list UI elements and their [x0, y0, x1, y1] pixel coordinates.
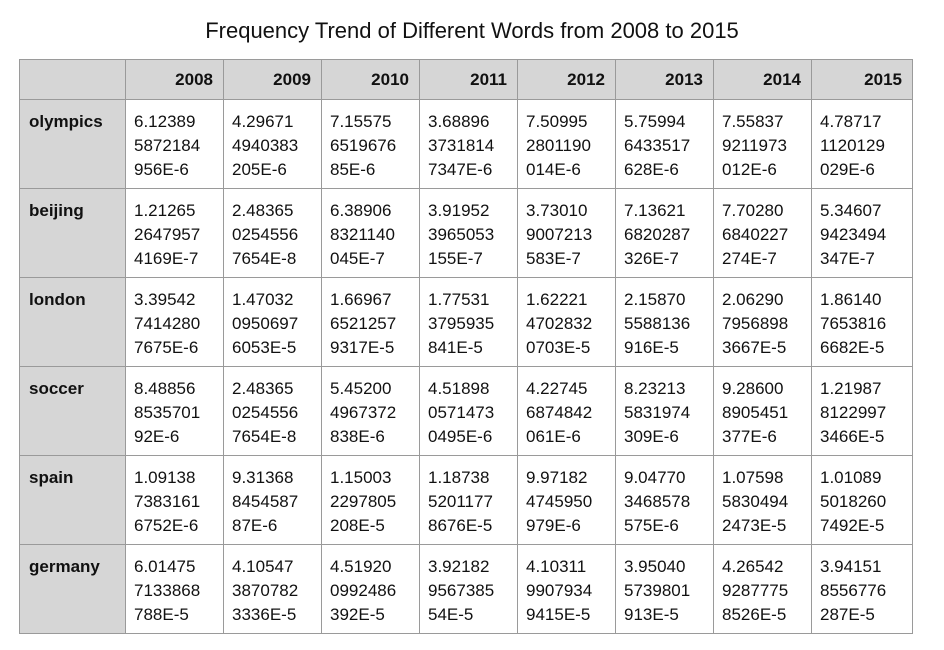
row-label-germany: germany: [19, 544, 126, 634]
table-cell-london-2011: 1.77531 3795935 841E-5: [419, 277, 518, 367]
row-label-beijing: beijing: [19, 188, 126, 278]
column-header-2008: 2008: [125, 59, 224, 100]
table-cell-beijing-2009: 2.48365 0254556 7654E-8: [223, 188, 322, 278]
table-cell-soccer-2015: 1.21987 8122997 3466E-5: [811, 366, 913, 456]
table-cell-spain-2015: 1.01089 5018260 7492E-5: [811, 455, 913, 545]
table-row: germany 6.01475 7133868 788E-5 4.10547 387…: [19, 544, 913, 634]
table-cell-spain-2011: 1.18738 5201177 8676E-5: [419, 455, 518, 545]
column-header-2013: 2013: [615, 59, 714, 100]
row-label-london: london: [19, 277, 126, 367]
chart-title: Frequency Trend of Different Words from …: [205, 18, 739, 43]
table-cell-soccer-2014: 9.28600 8905451 377E-6: [713, 366, 812, 456]
table-cell-olympics-2011: 3.68896 3731814 7347E-6: [419, 99, 518, 189]
row-label-olympics: olympics: [19, 99, 126, 189]
column-header-2015: 2015: [811, 59, 913, 100]
table-row: london 3.39542 7414280 7675E-6 1.47032 095…: [19, 277, 913, 367]
table-cell-olympics-2010: 7.15575 6519676 85E-6: [321, 99, 420, 189]
column-header-2009: 2009: [223, 59, 322, 100]
row-label-soccer: soccer: [19, 366, 126, 456]
table-cell-soccer-2012: 4.22745 6874842 061E-6: [517, 366, 616, 456]
corner-cell: [19, 59, 126, 100]
table-cell-london-2015: 1.86140 7653816 6682E-5: [811, 277, 913, 367]
table-cell-spain-2012: 9.97182 4745950 979E-6: [517, 455, 616, 545]
table-cell-spain-2009: 9.31368 8454587 87E-6: [223, 455, 322, 545]
table-cell-beijing-2015: 5.34607 9423494 347E-7: [811, 188, 913, 278]
table-cell-spain-2013: 9.04770 3468578 575E-6: [615, 455, 714, 545]
table-cell-beijing-2014: 7.70280 6840227 274E-7: [713, 188, 812, 278]
column-header-2012: 2012: [517, 59, 616, 100]
table-cell-germany-2011: 3.92182 9567385 54E-5: [419, 544, 518, 634]
table-cell-london-2008: 3.39542 7414280 7675E-6: [125, 277, 224, 367]
table-cell-spain-2014: 1.07598 5830494 2473E-5: [713, 455, 812, 545]
table-cell-olympics-2015: 4.78717 1120129 029E-6: [811, 99, 913, 189]
column-header-2014: 2014: [713, 59, 812, 100]
table-cell-london-2009: 1.47032 0950697 6053E-5: [223, 277, 322, 367]
table-row: spain 1.09138 7383161 6752E-6 9.31368 8454…: [19, 455, 913, 545]
table-row: olympics 6.12389 5872184 956E-6 4.29671 49…: [19, 99, 913, 189]
column-header-2010: 2010: [321, 59, 420, 100]
table-cell-germany-2010: 4.51920 0992486 392E-5: [321, 544, 420, 634]
column-header-2011: 2011: [419, 59, 518, 100]
table-cell-soccer-2010: 5.45200 4967372 838E-6: [321, 366, 420, 456]
table-cell-germany-2013: 3.95040 5739801 913E-5: [615, 544, 714, 634]
table-cell-germany-2015: 3.94151 8556776 287E-5: [811, 544, 913, 634]
table-cell-germany-2014: 4.26542 9287775 8526E-5: [713, 544, 812, 634]
table-cell-germany-2009: 4.10547 3870782 3336E-5: [223, 544, 322, 634]
table-cell-spain-2008: 1.09138 7383161 6752E-6: [125, 455, 224, 545]
table-cell-london-2010: 1.66967 6521257 9317E-5: [321, 277, 420, 367]
table-cell-beijing-2013: 7.13621 6820287 326E-7: [615, 188, 714, 278]
table-body: olympics 6.12389 5872184 956E-6 4.29671 49…: [19, 99, 913, 634]
header-row: 2008 2009 2010 2011 2012 2013 2014 2015: [19, 59, 913, 100]
table-cell-beijing-2010: 6.38906 8321140 045E-7: [321, 188, 420, 278]
table-cell-olympics-2013: 5.75994 6433517 628E-6: [615, 99, 714, 189]
table-row: beijing 1.21265 2647957 4169E-7 2.48365 02…: [19, 188, 913, 278]
table-cell-spain-2010: 1.15003 2297805 208E-5: [321, 455, 420, 545]
table-cell-germany-2012: 4.10311 9907934 9415E-5: [517, 544, 616, 634]
table-cell-london-2013: 2.15870 5588136 916E-5: [615, 277, 714, 367]
table-cell-soccer-2013: 8.23213 5831974 309E-6: [615, 366, 714, 456]
table-cell-soccer-2011: 4.51898 0571473 0495E-6: [419, 366, 518, 456]
row-label-spain: spain: [19, 455, 126, 545]
table-cell-olympics-2009: 4.29671 4940383 205E-6: [223, 99, 322, 189]
table-cell-soccer-2009: 2.48365 0254556 7654E-8: [223, 366, 322, 456]
frequency-table: 2008 2009 2010 2011 2012 2013 2014 2015 olympic…: [19, 59, 913, 634]
table-cell-beijing-2012: 3.73010 9007213 583E-7: [517, 188, 616, 278]
table-cell-olympics-2008: 6.12389 5872184 956E-6: [125, 99, 224, 189]
table-cell-soccer-2008: 8.48856 8535701 92E-6: [125, 366, 224, 456]
table-cell-germany-2008: 6.01475 7133868 788E-5: [125, 544, 224, 634]
table-cell-beijing-2011: 3.91952 3965053 155E-7: [419, 188, 518, 278]
table-cell-london-2014: 2.06290 7956898 3667E-5: [713, 277, 812, 367]
table-row: soccer 8.48856 8535701 92E-6 2.48365 02545…: [19, 366, 913, 456]
table-cell-olympics-2014: 7.55837 9211973 012E-6: [713, 99, 812, 189]
table-cell-london-2012: 1.62221 4702832 0703E-5: [517, 277, 616, 367]
table-cell-olympics-2012: 7.50995 2801190 014E-6: [517, 99, 616, 189]
table-cell-beijing-2008: 1.21265 2647957 4169E-7: [125, 188, 224, 278]
